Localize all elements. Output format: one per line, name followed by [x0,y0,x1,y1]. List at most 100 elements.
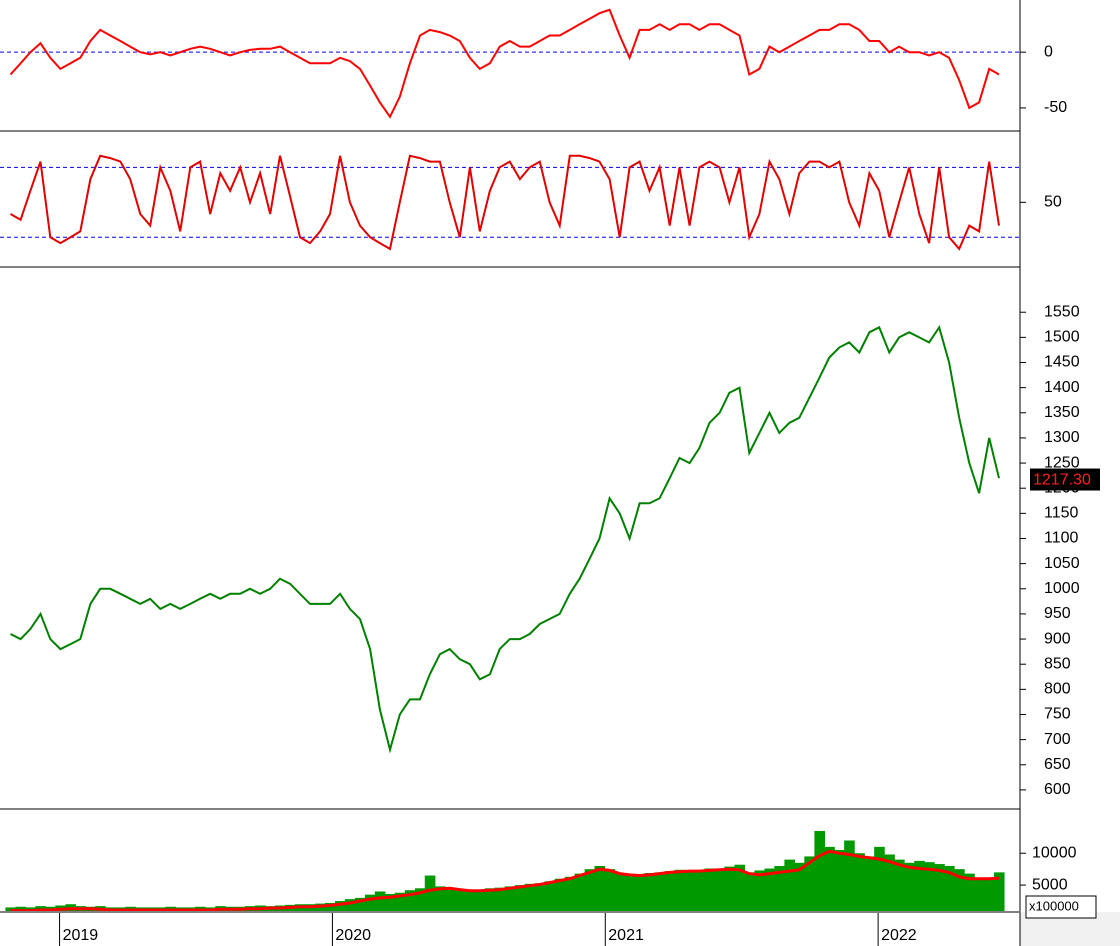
y-tick-label: 1100 [1044,530,1079,547]
volume-bar [424,875,436,912]
volume-bar [514,885,526,912]
volume-bar [944,865,955,912]
volume-bar [354,897,366,912]
volume-bar [814,830,826,912]
volume-bar [854,853,865,912]
volume-bar [993,872,1005,912]
volume-bar [874,846,885,912]
y-tick-label: -50 [1044,99,1067,116]
volume-bar [974,878,985,912]
volume-bar [684,871,696,912]
x-tick-label: 2020 [335,927,371,944]
volume-bar [394,892,406,912]
volume-bar [574,873,586,912]
x-tick-label: 2021 [608,927,644,944]
volume-bar [704,868,716,912]
y-tick-label: 1550 [1044,303,1080,320]
volume-bar [504,886,516,912]
unit-label: x100000 [1029,898,1079,913]
volume-bar [724,866,735,912]
volume-bar [444,888,456,912]
volume-bar [384,894,396,912]
y-tick-label: 10000 [1032,844,1077,861]
volume-bar [344,899,356,912]
volume-bar [624,875,636,912]
unit-box [1025,895,1097,919]
volume-bar [494,887,506,912]
y-tick-label: 800 [1044,681,1071,698]
volume-bar [834,850,845,912]
y-tick-label: 5000 [1032,876,1068,893]
y-tick-label: 650 [1044,756,1071,773]
volume-bar [544,881,556,912]
volume-bar [674,869,686,912]
volume-bar [774,865,785,912]
y-tick-label: 750 [1044,706,1071,723]
volume-bar [754,870,765,912]
volume-bar [824,846,835,912]
y-tick-label: 1150 [1044,505,1079,522]
volume-bar [894,859,905,912]
volume-bar [884,854,895,912]
volume-bar [804,856,815,912]
volume-bar [794,862,805,912]
volume-bar [984,877,995,912]
series-line [9,8,1000,119]
volume-bar [714,869,726,912]
volume-bar [315,903,326,912]
volume-bar [324,902,336,912]
volume-bar [764,868,776,912]
volume-bar [664,871,676,912]
y-tick-label: 1400 [1044,379,1080,396]
y-tick-label: 950 [1044,605,1071,622]
volume-bar [484,888,496,912]
volume-bar [864,856,875,912]
series-line [10,849,1000,913]
x-tick-label: 2019 [63,927,99,944]
volume-bar [634,874,646,912]
y-tick-label: 0 [1044,43,1053,60]
volume-bar [964,873,975,912]
y-tick-label: 50 [1044,194,1062,211]
y-tick-label: 1000 [1044,580,1080,597]
volume-bar [694,870,705,912]
volume-bar [604,869,616,912]
series-line [10,154,1000,251]
volume-bar [554,878,566,912]
volume-bar [564,876,576,912]
volume-bar [454,890,466,912]
volume-bar [904,862,915,912]
volume-bar [934,864,945,912]
volume-bar [614,873,626,912]
y-tick-label: 850 [1044,655,1071,672]
volume-bar [594,865,606,912]
volume-bar [365,894,376,912]
volume-bar [374,891,386,912]
volume-bar [644,872,656,912]
volume-bar [914,860,925,912]
volume-bar [744,872,755,912]
y-tick-label: 1500 [1044,329,1080,346]
x-tick-label: 2022 [881,927,917,944]
volume-bar [404,890,416,912]
y-tick-label: 700 [1044,731,1071,748]
y-tick-label: 1450 [1044,354,1080,371]
volume-bar [654,872,666,912]
volume-bar [924,862,935,912]
series-line [10,324,1000,754]
y-tick-label: 1050 [1044,555,1080,572]
y-tick-label: 1350 [1044,404,1080,421]
volume-bar [335,901,346,912]
volume-bar [954,869,965,912]
last-price-label: 1217.30 [1033,472,1091,489]
volume-bar [584,869,596,912]
volume-bar [844,840,855,912]
y-tick-label: 600 [1044,781,1071,798]
volume-bar [524,883,536,912]
volume-bar [534,883,546,912]
volume-bar [464,891,476,912]
y-tick-label: 1300 [1044,429,1080,446]
volume-bar [474,889,486,912]
